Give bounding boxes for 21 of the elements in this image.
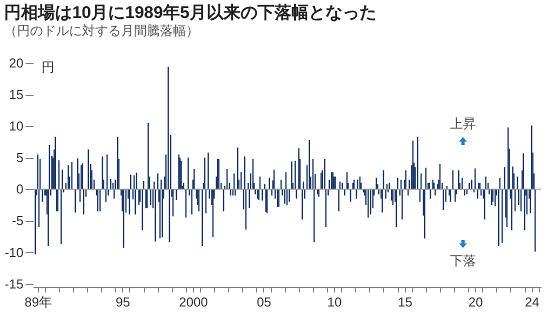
y-tick-label: -5 bbox=[12, 213, 24, 228]
chart-subtitle: （円のドルに対する月間騰落幅） bbox=[4, 23, 200, 38]
y-tick-label: 5 bbox=[16, 150, 24, 166]
y-tick-label: 0 bbox=[16, 182, 24, 197]
x-tick-label: 05 bbox=[256, 294, 272, 310]
x-tick-label: 20 bbox=[468, 294, 483, 310]
x-tick-label: 10 bbox=[327, 294, 342, 310]
y-tick-label: 10 bbox=[9, 118, 24, 134]
x-tick-label: 15 bbox=[398, 294, 412, 310]
y-tick-label: -10 bbox=[4, 244, 24, 260]
x-tick-label: 95 bbox=[116, 294, 130, 310]
annotation: 上昇 bbox=[450, 116, 476, 131]
y-tick-label: 20 bbox=[9, 56, 24, 70]
y-tick-label: 15 bbox=[9, 87, 24, 102]
x-tick-label: 89年 bbox=[24, 294, 52, 310]
y-tick-label: -15 bbox=[4, 276, 24, 292]
annotation: 下落 bbox=[450, 253, 476, 268]
x-tick-label: 24 bbox=[524, 294, 540, 310]
y-axis-title: 円 bbox=[42, 60, 54, 74]
chart-title: 円相場は10月に1989年5月以来の下落幅となった bbox=[4, 3, 376, 22]
x-tick-label: 2000 bbox=[178, 294, 208, 310]
